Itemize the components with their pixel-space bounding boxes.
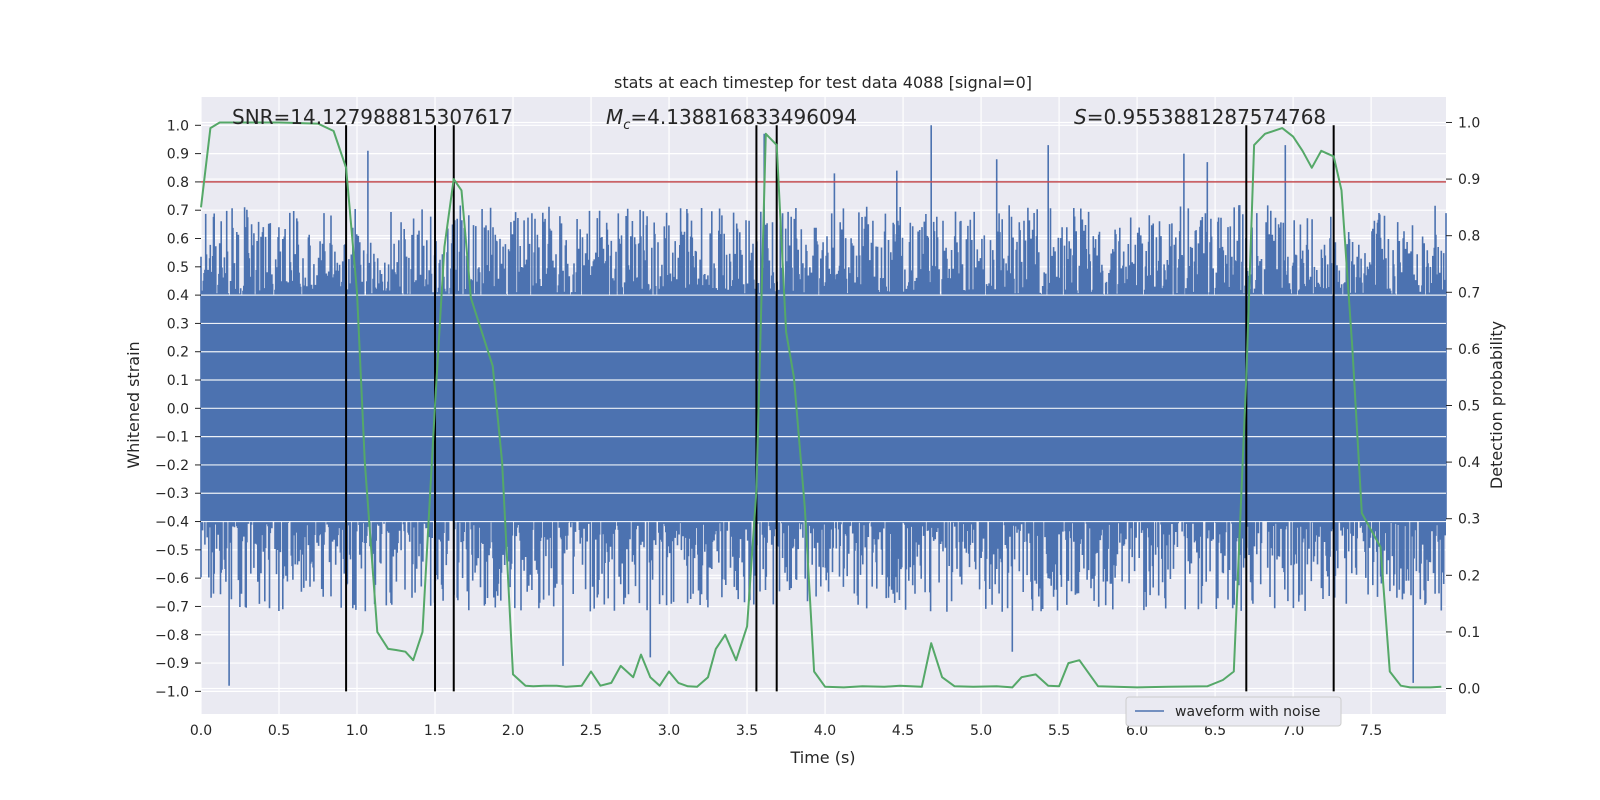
y-left-tick-label: −0.2 <box>155 458 189 474</box>
chirp-mass-value: =4.138816833496094 <box>630 105 857 129</box>
y-left-tick-label: 1.0 <box>167 118 189 134</box>
x-tick-label: 4.5 <box>892 723 914 739</box>
y-left-tick-label: −0.6 <box>155 571 189 587</box>
y-left-tick-label: −0.3 <box>155 486 189 502</box>
left-y-axis-ticks: −1.0 −0.9 −0.8 −0.7 −0.6 −0.5 −0.4 −0.3 −0.2 −0.1… <box>155 118 201 700</box>
y-right-tick-label: 0.2 <box>1458 568 1480 584</box>
x-tick-label: 0.5 <box>268 723 290 739</box>
detection-probability-series <box>200 121 1442 689</box>
y-right-tick-label: 0.1 <box>1458 625 1480 641</box>
y-right-tick-label: 0.9 <box>1458 172 1480 188</box>
detection-probability-line <box>200 121 1442 689</box>
right-y-axis-ticks: 0.0 0.1 0.2 0.3 0.4 0.5 0.6 0.7 0.8 0.9 1.0 <box>1446 115 1480 698</box>
y-left-tick-label: 0.0 <box>167 401 189 417</box>
legend-label: waveform with noise <box>1175 704 1320 720</box>
x-tick-label: 3.0 <box>658 723 680 739</box>
x-tick-label: 2.0 <box>502 723 524 739</box>
y-left-tick-label: 0.5 <box>167 260 189 276</box>
s-symbol: S <box>1074 105 1087 129</box>
y-left-tick-label: −0.9 <box>155 656 189 672</box>
y-left-tick-label: 0.7 <box>167 203 189 219</box>
y-right-tick-label: 0.3 <box>1458 512 1480 528</box>
vertical-markers <box>345 125 1335 692</box>
right-y-axis-title: Detection probability <box>1487 321 1506 489</box>
legend: waveform with noise <box>1125 696 1342 727</box>
chart-title: stats at each timestep for test data 408… <box>614 73 1032 92</box>
y-left-tick-label: 0.3 <box>167 316 189 332</box>
x-tick-label: 4.0 <box>814 723 836 739</box>
y-right-tick-label: 0.7 <box>1458 285 1480 301</box>
x-tick-label: 6.0 <box>1126 723 1148 739</box>
y-left-tick-label: −0.4 <box>155 515 189 531</box>
x-tick-label: 6.5 <box>1204 723 1226 739</box>
y-right-tick-label: 0.8 <box>1458 229 1480 245</box>
y-left-tick-label: 0.8 <box>167 175 189 191</box>
x-tick-label: 7.0 <box>1282 723 1304 739</box>
y-left-tick-label: −0.8 <box>155 628 189 644</box>
threshold-layer <box>201 181 1446 523</box>
y-left-tick-label: −0.7 <box>155 599 189 615</box>
y-left-tick-label: 0.2 <box>167 345 189 361</box>
y-right-tick-label: 0.0 <box>1458 682 1480 698</box>
s-annotation: S=0.9553881287574768 <box>1074 105 1326 129</box>
x-axis-ticks: 0.0 0.5 1.0 1.5 2.0 2.5 3.0 3.5 4.0 4.5 5.0 5.5 6.0 6… <box>190 723 1382 739</box>
y-left-tick-label: 0.6 <box>167 232 189 248</box>
y-right-tick-label: 0.4 <box>1458 455 1480 471</box>
y-right-tick-label: 1.0 <box>1458 115 1480 131</box>
snr-annotation: SNR=14.127988815307617 <box>232 105 513 129</box>
chirp-mass-subscript: c <box>623 118 630 133</box>
chirp-mass-symbol: M <box>606 105 623 129</box>
x-tick-label: 3.5 <box>736 723 758 739</box>
y-left-tick-label: 0.4 <box>167 288 189 304</box>
x-tick-label: 2.5 <box>580 723 602 739</box>
x-tick-label: 1.5 <box>424 723 446 739</box>
x-tick-label: 7.5 <box>1360 723 1382 739</box>
s-value: =0.9553881287574768 <box>1087 105 1326 129</box>
y-left-tick-label: −1.0 <box>155 684 189 700</box>
chirp-mass-annotation: Mc=4.138816833496094 <box>606 105 857 133</box>
x-tick-label: 0.0 <box>190 723 212 739</box>
y-right-tick-label: 0.6 <box>1458 342 1480 358</box>
x-axis-title: Time (s) <box>789 748 855 767</box>
left-y-axis-title: Whitened strain <box>124 341 143 468</box>
x-tick-label: 5.0 <box>970 723 992 739</box>
y-left-tick-label: −0.1 <box>155 430 189 446</box>
y-left-tick-label: 0.9 <box>167 147 189 163</box>
legend-box <box>1125 696 1342 727</box>
y-left-tick-label: 0.1 <box>167 373 189 389</box>
x-tick-label: 5.5 <box>1048 723 1070 739</box>
y-right-tick-label: 0.5 <box>1458 399 1480 415</box>
y-left-tick-label: −0.5 <box>155 543 189 559</box>
x-tick-label: 1.0 <box>346 723 368 739</box>
